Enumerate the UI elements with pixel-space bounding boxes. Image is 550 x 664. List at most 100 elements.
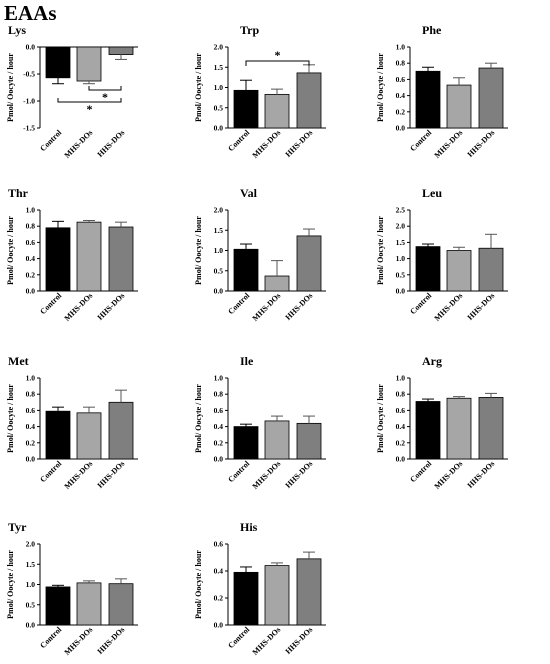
y-tick-label: 2.5 [396,206,406,215]
panel-lys: Lys Pmol/ Oocyte / hour 0.0 -0.5 -1.0 -1.5Con… [6,23,138,160]
x-tick-label: MHS-DOs [433,128,465,160]
bar [478,67,504,129]
x-tick-label: MHS-DOs [251,625,283,657]
y-tick-label: 0.4 [396,422,406,431]
chart-title: Lys [8,23,26,37]
y-tick-label: 0.6 [396,75,406,84]
x-tick-label: Control [226,625,252,651]
y-tick-label: 0.4 [214,567,224,576]
y-tick-label: 0.8 [396,390,406,399]
y-tick-label: 0.0 [26,621,36,630]
significance-star: * [87,102,93,116]
bar [296,558,322,626]
bar [415,246,441,292]
x-tick-label: Control [408,291,434,317]
x-tick-label: Control [408,128,434,154]
x-tick-label: Control [226,291,252,317]
bar [108,583,134,626]
y-tick-label: 0.5 [26,600,36,609]
y-tick-label: 0.0 [214,455,224,464]
bar [233,571,259,626]
y-tick-label: -0.5 [23,70,35,79]
panel-arg: Arg Pmol/ Oocyte / hour 0.0 0.2 0.4 0.6 0.8 1.0… [376,354,508,491]
y-tick-label: 0.2 [396,107,406,116]
bar [296,422,322,460]
bar [45,227,71,292]
x-tick-label: HHS-DOs [466,291,497,322]
x-tick-label: Control [226,459,252,485]
y-tick-label: 1.0 [214,246,224,255]
y-tick-label: 2.0 [214,206,224,215]
page-title: EAAs [4,1,57,25]
y-tick-label: 0.0 [26,455,36,464]
bar [233,248,259,292]
y-tick-label: 0.0 [396,124,406,133]
chart-title: Met [8,354,29,368]
y-axis-label: Pmol/ Oocyte / hour [194,216,203,285]
chart-title: Trp [240,23,259,37]
y-tick-label: 1.0 [396,374,406,383]
y-axis-label: Pmol/ Oocyte / hour [194,53,203,122]
x-tick-label: MHS-DOs [433,459,465,491]
y-tick-label: 0.4 [26,254,36,263]
bar [478,247,504,292]
panel-val: Val Pmol/ Oocyte / hour 0.0 0.5 1.0 1.5 2.0 Con… [194,186,326,323]
significance-star: * [275,48,281,62]
y-tick-label: 0.4 [396,91,406,100]
x-tick-label: MHS-DOs [63,128,95,160]
significance-bracket [57,98,122,103]
bar [264,420,290,460]
x-tick-label: HHS-DOs [284,459,315,490]
y-tick-label: 1.0 [396,254,406,263]
y-axis-label: Pmol/ Oocyte / hour [6,53,15,122]
bar [108,46,134,55]
x-tick-label: HHS-DOs [96,291,127,322]
chart-title: Thr [8,186,29,200]
significance-star: * [102,90,108,104]
y-tick-label: 0.0 [396,287,406,296]
y-tick-label: 1.0 [26,374,36,383]
y-tick-label: 0.4 [214,422,224,431]
chart-title: Val [240,186,258,200]
bar [76,582,102,626]
y-tick-label: 1.5 [214,63,224,72]
x-tick-label: Control [38,291,64,317]
y-tick-label: 0.0 [26,43,36,52]
x-tick-label: MHS-DOs [63,459,95,491]
y-tick-label: 0.8 [214,390,224,399]
y-tick-label: 0.6 [214,540,224,549]
bar [76,221,102,292]
y-tick-label: 1.0 [214,83,224,92]
chart-title: His [240,520,258,534]
y-tick-label: 1.5 [214,226,224,235]
y-tick-label: 0.8 [26,222,36,231]
bar [76,46,102,82]
x-tick-label: HHS-DOs [284,625,315,656]
y-tick-label: 0.0 [214,287,224,296]
panel-phe: Phe Pmol/ Oocyte / hour 0.0 0.2 0.4 0.6 0.8 1.0… [376,23,508,160]
chart-title: Arg [422,354,442,368]
panel-thr: Thr Pmol/ Oocyte / hour 0.0 0.2 0.4 0.6 0.8 1.0… [6,186,138,323]
significance-bracket [245,60,310,66]
y-tick-label: 2.0 [214,43,224,52]
x-tick-label: HHS-DOs [96,625,127,656]
y-tick-label: 0.2 [214,594,224,603]
x-tick-label: HHS-DOs [284,291,315,322]
x-tick-label: MHS-DOs [251,291,283,323]
panel-ile: Ile Pmol/ Oocyte / hour 0.0 0.2 0.4 0.6 0.8 1.0… [194,354,326,491]
y-axis-label: Pmol/ Oocyte / hour [194,550,203,619]
bar [45,586,71,626]
y-tick-label: 0.2 [396,438,406,447]
y-tick-label: 0.5 [214,103,224,112]
y-tick-label: 0.6 [26,238,36,247]
y-tick-label: 0.8 [396,59,406,68]
y-tick-label: 0.6 [214,406,224,415]
x-tick-label: Control [408,459,434,485]
x-tick-label: Control [38,128,64,154]
y-tick-label: 0.5 [214,266,224,275]
significance-bracket [88,86,122,91]
y-tick-label: 0.0 [396,455,406,464]
bar [108,226,134,292]
x-tick-label: MHS-DOs [251,128,283,160]
